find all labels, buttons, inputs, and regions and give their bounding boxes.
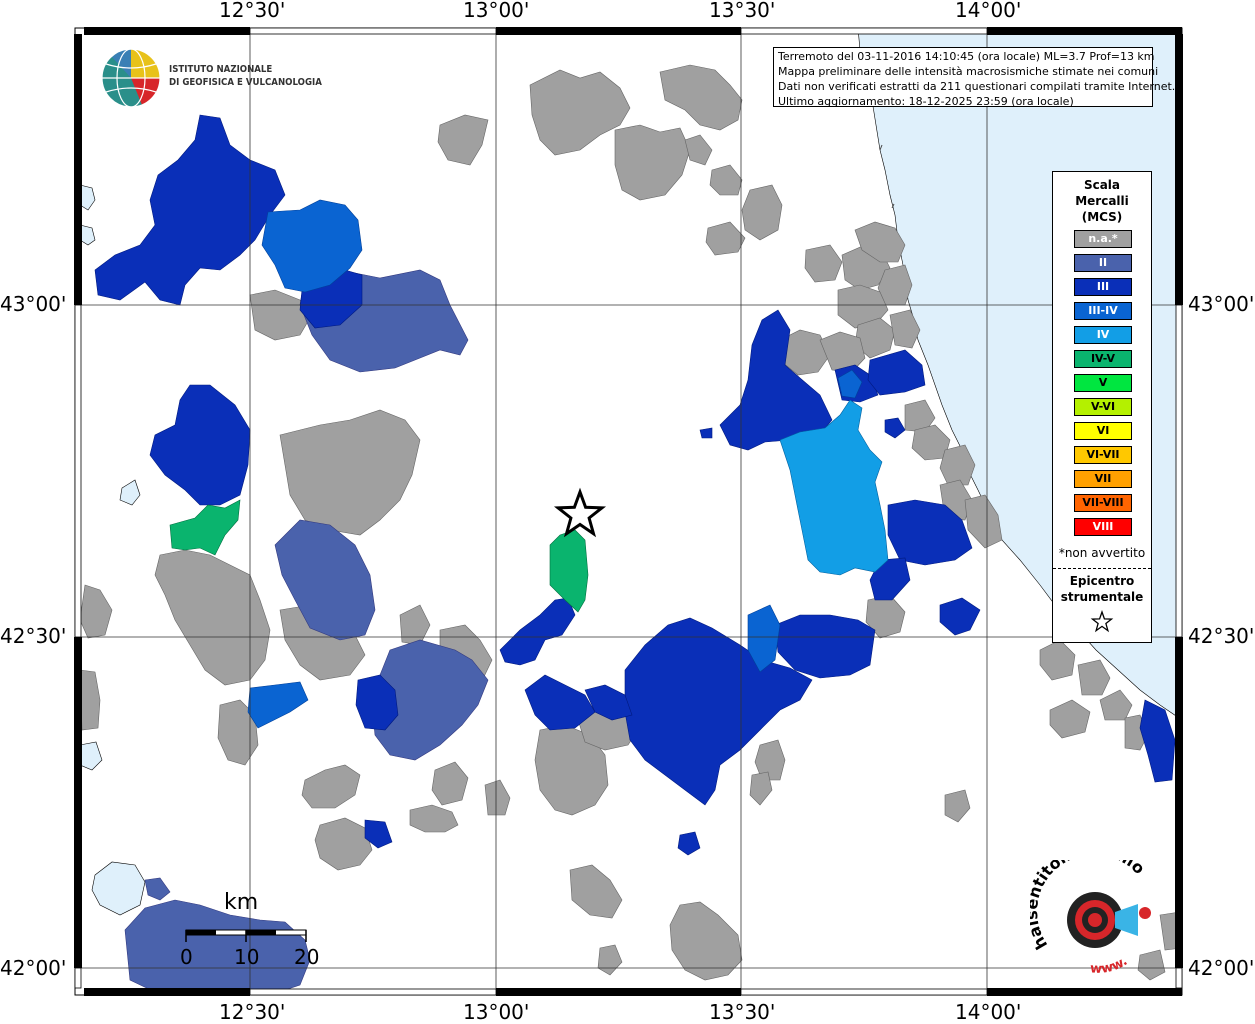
legend-item-vii-viii: VII-VIII [1074, 494, 1132, 512]
ingv-name: ISTITUTO NAZIONALE DI GEOFISICA E VULCAN… [169, 63, 322, 89]
lat-label-left-1: 43°00' [0, 292, 67, 316]
event-info-box: Terremoto del 03-11-2016 14:10:45 (ora l… [773, 47, 1176, 108]
municipalities-na [79, 64, 1183, 981]
lon-label-top-3: 13°30' [709, 0, 776, 22]
legend-note: *non avvertito [1058, 546, 1146, 560]
info-line-3: Dati non verificati estratti da 211 ques… [778, 80, 1176, 93]
legend-item-vii: VII [1074, 470, 1132, 488]
hsit-speaker-icon [1115, 904, 1138, 936]
legend-title-line3: (MCS) [1081, 210, 1123, 224]
legend-title-line1: Scala [1083, 178, 1121, 192]
hsit-url-text: www. [1090, 954, 1131, 977]
info-line-2: Mappa preliminare delle intensità macros… [778, 65, 1159, 78]
legend-item-viii: VIII [1074, 518, 1132, 536]
legend-item-iv-v: IV-V [1074, 350, 1132, 368]
legend-item-iii-iv: III-IV [1074, 302, 1132, 320]
municipalities-iii-iv [247, 199, 863, 729]
legend-star-icon [1090, 610, 1114, 633]
municipalities-iv-v [169, 499, 589, 613]
lat-label-right-2: 42°30' [1188, 624, 1255, 648]
legend-epicenter-label: Epicentro strumentale [1053, 573, 1151, 605]
legend-item-v-vi: V-VI [1074, 398, 1132, 416]
lat-label-left-3: 42°00' [0, 956, 67, 980]
legend-separator [1053, 568, 1151, 569]
info-line-4: Ultimo aggiornamento: 18-12-2025 23:59 (… [778, 95, 1074, 108]
legend-item-iii: III [1074, 278, 1132, 296]
lon-label-top-1: 12°30' [219, 0, 286, 22]
ingv-globe-icon [101, 48, 161, 108]
legend-item-iv: IV [1074, 326, 1132, 344]
epicenter-star-icon [553, 487, 607, 538]
legend-item-ii: II [1074, 254, 1132, 272]
legend-item-vi: VI [1074, 422, 1132, 440]
lon-label-top-2: 13°00' [463, 0, 530, 22]
scale-unit: km [224, 890, 259, 915]
municipalities-iv [779, 399, 889, 576]
lat-label-right-3: 42°00' [1188, 956, 1255, 980]
scale-bar [185, 929, 307, 942]
legend-item-v: V [1074, 374, 1132, 392]
lon-label-bottom-4: 14°00' [955, 1000, 1022, 1024]
lon-label-bottom-3: 13°30' [709, 1000, 776, 1024]
legend-epicenter-line2: strumentale [1060, 590, 1144, 604]
legend-epicenter-line1: Epicentro [1069, 574, 1135, 588]
scale-tick-20: 20 [294, 945, 320, 969]
info-line-1: Terremoto del 03-11-2016 14:10:45 (ora l… [778, 50, 1155, 63]
ingv-name-line1: ISTITUTO NAZIONALE [169, 64, 273, 75]
legend-title: Scala Mercalli (MCS) [1053, 177, 1151, 225]
lon-label-bottom-2: 13°00' [463, 1000, 530, 1024]
legend-item-n-a-: n.a.* [1074, 230, 1132, 248]
hsit-logo: haisentitoilterremoto.it www. [1030, 860, 1151, 977]
lon-label-top-4: 14°00' [955, 0, 1022, 22]
scale-tick-10: 10 [234, 945, 260, 969]
lon-label-bottom-1: 12°30' [219, 1000, 286, 1024]
lat-label-right-1: 43°00' [1188, 292, 1255, 316]
graticule [75, 28, 1182, 995]
ingv-name-line2: DI GEOFISICA E VULCANOLOGIA [169, 77, 322, 88]
legend-title-line2: Mercalli [1075, 194, 1129, 208]
map-frame [74, 27, 1183, 996]
scale-tick-0: 0 [180, 945, 193, 969]
ingv-logo: ISTITUTO NAZIONALE DI GEOFISICA E VULCAN… [100, 47, 330, 109]
mcs-legend: Scala Mercalli (MCS) n.a.* II III III-IV IV I… [1052, 171, 1152, 643]
legend-item-vi-vii: VI-VII [1074, 446, 1132, 464]
lake-bolsena [91, 861, 146, 916]
lake-4 [119, 479, 141, 506]
lat-label-left-2: 42°30' [0, 624, 67, 648]
